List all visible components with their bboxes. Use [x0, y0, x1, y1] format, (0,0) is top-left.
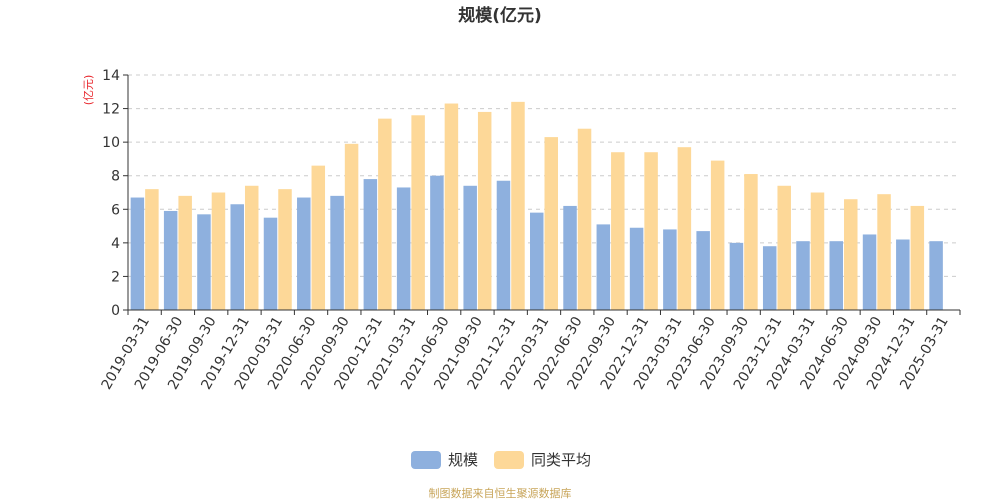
- bar-scale[interactable]: [696, 231, 710, 310]
- bar-scale[interactable]: [496, 180, 511, 310]
- bar-peer-average[interactable]: [910, 205, 925, 310]
- x-axis-ticks: 2019-03-312019-06-302019-09-302019-12-31…: [99, 310, 961, 392]
- bar-scale[interactable]: [796, 241, 810, 310]
- y-axis-ticks: 0 2 4 6 8 10 12 14: [102, 68, 128, 319]
- bar-scale[interactable]: [563, 205, 577, 310]
- bar-peer-average[interactable]: [145, 189, 159, 310]
- bar-peer-average[interactable]: [877, 194, 891, 310]
- bar-scale[interactable]: [330, 195, 344, 310]
- bar-scale[interactable]: [230, 204, 244, 310]
- bar-peer-average[interactable]: [644, 152, 658, 310]
- bar-peer-average[interactable]: [477, 111, 492, 310]
- bar-scale[interactable]: [197, 214, 211, 310]
- source-note: 制图数据来自恒生聚源数据库: [429, 486, 572, 500]
- bar-peer-average[interactable]: [444, 103, 459, 311]
- bar-scale[interactable]: [629, 227, 644, 310]
- bar-scale[interactable]: [663, 229, 677, 310]
- bar-peer-average[interactable]: [244, 185, 259, 310]
- bar-peer-average[interactable]: [810, 192, 825, 311]
- y-tick-label: 8: [111, 169, 120, 185]
- bars: [130, 101, 943, 311]
- legend-item-peer-average[interactable]: 同类平均: [494, 451, 591, 469]
- bar-scale[interactable]: [297, 197, 311, 310]
- bar-scale[interactable]: [862, 234, 877, 310]
- y-axis-label: (亿元): [82, 75, 95, 106]
- bar-peer-average[interactable]: [844, 199, 858, 310]
- bar-scale[interactable]: [396, 187, 411, 310]
- bar-peer-average[interactable]: [744, 174, 758, 310]
- bar-peer-average[interactable]: [211, 192, 226, 311]
- bar-peer-average[interactable]: [178, 195, 192, 310]
- bar-scale[interactable]: [596, 224, 611, 310]
- bar-scale[interactable]: [896, 239, 910, 311]
- bar-scale[interactable]: [163, 210, 178, 310]
- y-tick-label: 6: [111, 202, 120, 218]
- bar-scale[interactable]: [729, 242, 744, 310]
- y-tick-label: 2: [111, 269, 120, 285]
- legend-item-scale[interactable]: 规模: [411, 451, 478, 469]
- bar-scale[interactable]: [530, 212, 544, 310]
- bar-peer-average[interactable]: [411, 115, 425, 311]
- bar-peer-average[interactable]: [611, 152, 625, 310]
- bar-peer-average[interactable]: [511, 101, 525, 310]
- bar-peer-average[interactable]: [577, 128, 592, 310]
- y-tick-label: 10: [102, 135, 120, 151]
- y-tick-label: 14: [102, 68, 120, 84]
- bar-scale[interactable]: [130, 197, 145, 310]
- bar-scale[interactable]: [829, 241, 844, 310]
- y-tick-label: 0: [111, 303, 120, 319]
- legend-swatch: [411, 451, 441, 469]
- bar-scale[interactable]: [929, 241, 943, 310]
- bar-peer-average[interactable]: [311, 165, 326, 310]
- bar-peer-average[interactable]: [777, 185, 791, 310]
- legend-swatch: [494, 451, 524, 469]
- axes: [127, 75, 960, 311]
- bar-peer-average[interactable]: [677, 147, 692, 310]
- legend-label: 规模: [448, 451, 478, 469]
- bar-peer-average[interactable]: [278, 189, 292, 310]
- y-tick-label: 4: [111, 236, 120, 252]
- chart-title: 规模(亿元): [458, 5, 542, 26]
- bar-scale[interactable]: [762, 246, 777, 310]
- bar-peer-average[interactable]: [378, 118, 392, 311]
- bar-peer-average[interactable]: [710, 160, 725, 310]
- bar-peer-average[interactable]: [544, 137, 559, 310]
- legend-label: 同类平均: [531, 451, 591, 469]
- bar-peer-average[interactable]: [344, 143, 359, 310]
- bar-scale[interactable]: [430, 175, 444, 310]
- bar-scale[interactable]: [263, 217, 278, 310]
- y-tick-label: 12: [102, 102, 120, 118]
- legend[interactable]: 规模 同类平均: [411, 451, 591, 469]
- bar-scale[interactable]: [363, 179, 378, 310]
- bar-scale[interactable]: [463, 185, 477, 310]
